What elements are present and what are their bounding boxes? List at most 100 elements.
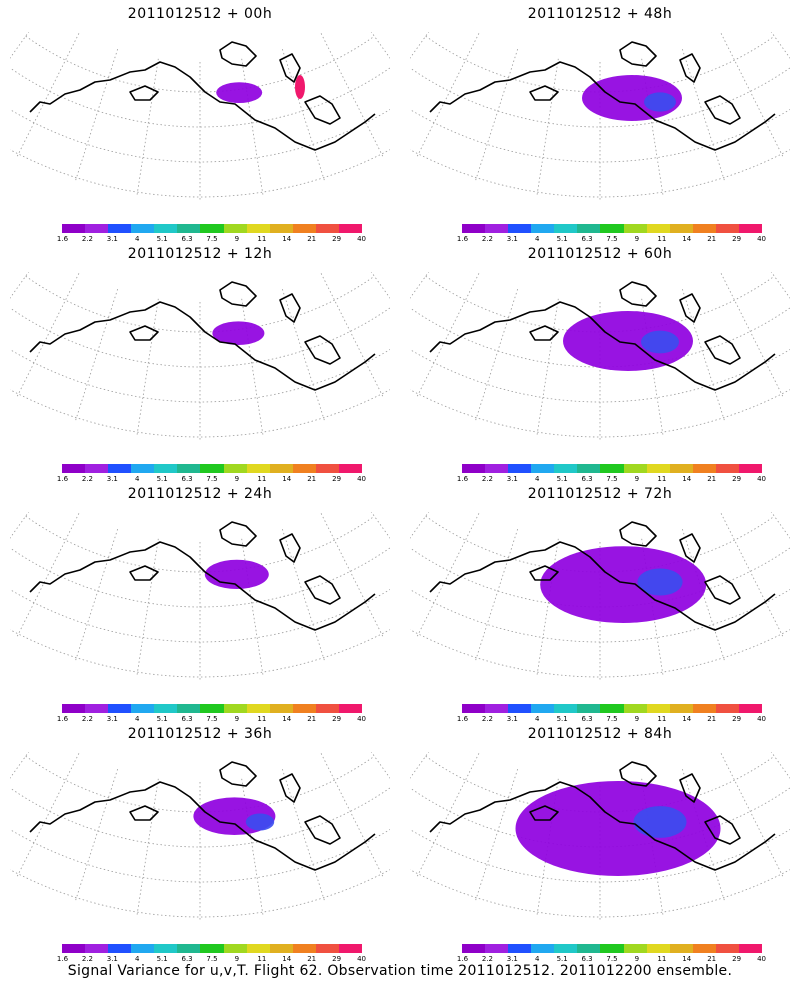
- colorbar-swatch: [554, 224, 578, 233]
- colorbar-swatch: [554, 944, 578, 953]
- colorbar-swatch: [154, 464, 178, 473]
- colorbar-tick-label: 14: [682, 475, 692, 483]
- colorbar-swatch: [269, 704, 293, 713]
- colorbar-tick-label: 40: [357, 475, 366, 483]
- panel-title: 2011012512 + 12h: [127, 246, 273, 262]
- colorbar-swatch: [738, 464, 763, 473]
- colorbar-tick-label: 29: [732, 715, 742, 723]
- colorbar-tick-label: 11: [257, 715, 267, 723]
- colorbar-swatch: [600, 464, 624, 473]
- colorbar-swatch: [246, 944, 270, 953]
- colorbar-tick-label: 11: [657, 715, 667, 723]
- panel-title: 2011012512 + 00h: [127, 6, 273, 22]
- colorbar-tick-label: 7.5: [206, 475, 218, 483]
- colorbar-tick-label: 2.2: [481, 475, 493, 483]
- colorbar-swatch: [738, 944, 763, 953]
- colorbar-swatch: [108, 944, 132, 953]
- colorbar-ticks: 1.6 2.2 3.1 4 5.1 6.3 7.5 9 11 14 21 29 40: [50, 715, 374, 724]
- colorbar-tick-label: 9: [234, 955, 240, 963]
- colorbar-tick-label: 9: [634, 235, 640, 243]
- colorbar-swatch: [715, 704, 739, 713]
- colorbar-swatch: [600, 224, 624, 233]
- colorbar-swatch: [269, 944, 293, 953]
- colorbar-swatch: [508, 464, 532, 473]
- colorbar-tick-label: 7.5: [206, 235, 218, 243]
- colorbar-tick-label: 2.2: [481, 715, 493, 723]
- panel-title: 2011012512 + 36h: [127, 726, 273, 742]
- colorbar-swatch: [246, 224, 270, 233]
- colorbar-tick-label: 14: [282, 715, 292, 723]
- colorbar-tick-label: 40: [757, 475, 766, 483]
- polar-stereographic-map: [410, 32, 790, 202]
- graticule: [10, 512, 390, 682]
- colorbar-swatch: [62, 224, 86, 233]
- colorbar-swatch: [292, 704, 316, 713]
- colorbar-swatch: [154, 944, 178, 953]
- colorbar-tick-label: 2.2: [481, 955, 493, 963]
- colorbar-tick-label: 4: [134, 955, 140, 963]
- colorbar-swatch: [154, 224, 178, 233]
- colorbar-tick-label: 6.3: [181, 235, 193, 243]
- colorbar-tick-label: 9: [634, 475, 640, 483]
- colorbar-swatch: [246, 704, 270, 713]
- colorbar-tick-label: 1.6: [56, 715, 69, 723]
- colorbar-tick-label: 14: [682, 235, 692, 243]
- variance-region: [193, 797, 276, 835]
- colorbar-tick-label: 21: [307, 715, 317, 723]
- colorbar-ticks: 1.6 2.2 3.1 4 5.1 6.3 7.5 9 11 14 21 29 40: [50, 235, 374, 244]
- graticule: [10, 752, 390, 922]
- colorbar-tick-label: 40: [357, 235, 366, 243]
- colorbar-tick-label: 5.1: [156, 235, 168, 243]
- colorbar-tick-label: 4: [134, 235, 140, 243]
- colorbar-tick-label: 1.6: [456, 955, 469, 963]
- colorbar-tick-label: 7.5: [606, 955, 618, 963]
- colorbar-swatch: [623, 704, 647, 713]
- colorbar-tick-label: 5.1: [556, 715, 568, 723]
- colorbar-tick-label: 3.1: [106, 955, 118, 963]
- colorbar-swatch: [200, 704, 224, 713]
- coastline: [429, 41, 776, 151]
- colorbar-swatch: [223, 704, 247, 713]
- colorbar-tick-label: 29: [732, 955, 742, 963]
- colorbar-swatch: [485, 464, 509, 473]
- colorbar-tick-label: 40: [357, 715, 366, 723]
- colorbar-swatch: [646, 224, 670, 233]
- colorbar-swatch: [177, 944, 201, 953]
- colorbar-tick-label: 29: [332, 955, 342, 963]
- colorbar-swatch: [62, 464, 86, 473]
- colorbar-swatch: [292, 464, 316, 473]
- colorbar-swatch: [177, 704, 201, 713]
- colorbar-tick-label: 14: [682, 955, 692, 963]
- colorbar-ticks: 1.6 2.2 3.1 4 5.1 6.3 7.5 9 11 14 21 29 40: [450, 955, 774, 964]
- colorbar-tick-label: 21: [707, 235, 717, 243]
- colorbar-swatch: [531, 944, 555, 953]
- colorbar-tick-label: 21: [307, 235, 317, 243]
- colorbar-swatch: [531, 704, 555, 713]
- colorbar-tick-label: 2.2: [81, 715, 93, 723]
- polar-stereographic-map: [410, 752, 790, 922]
- colorbar-tick-label: 29: [332, 235, 342, 243]
- forecast-panel: 2011012512 + 72h 1.6 2.2 3.1 4 5.1 6.3 7.5 9 11 14…: [400, 480, 800, 723]
- colorbar-swatch: [577, 464, 601, 473]
- colorbar-tick-label: 40: [357, 955, 366, 963]
- colorbar-tick-label: 11: [657, 955, 667, 963]
- colorbar-swatch: [269, 464, 293, 473]
- panel-title: 2011012512 + 72h: [527, 486, 673, 502]
- colorbar: [62, 464, 363, 473]
- colorbar-swatch: [108, 464, 132, 473]
- colorbar-swatch: [131, 464, 155, 473]
- colorbar: [462, 224, 763, 233]
- colorbar: [462, 704, 763, 713]
- colorbar-swatch: [85, 464, 109, 473]
- forecast-panel: 2011012512 + 24h 1.6 2.2 3.1 4 5.1 6.3 7.5 9 11 14…: [0, 480, 400, 723]
- colorbar-tick-label: 1.6: [56, 475, 69, 483]
- colorbar-swatch: [269, 224, 293, 233]
- colorbar-swatch: [715, 944, 739, 953]
- colorbar-swatch: [485, 944, 509, 953]
- colorbar-swatch: [738, 224, 763, 233]
- polar-stereographic-map: [10, 272, 390, 442]
- colorbar-tick-label: 14: [682, 715, 692, 723]
- colorbar-tick-label: 9: [634, 955, 640, 963]
- coastline: [29, 41, 376, 151]
- coastline: [429, 761, 776, 871]
